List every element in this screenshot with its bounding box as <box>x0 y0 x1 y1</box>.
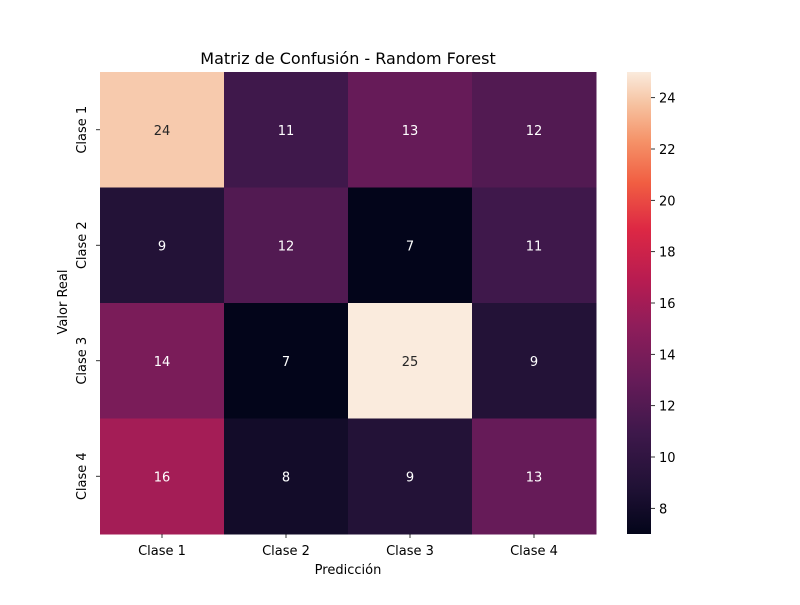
heatmap-cell <box>224 72 349 188</box>
y-tick-label: Clase 4 <box>75 452 90 500</box>
y-axis-ticks: Clase 1 Clase 2 Clase 3 Clase 4 <box>75 106 100 500</box>
colorbar-tick-label: 16 <box>659 297 676 312</box>
colorbar-tick-label: 8 <box>659 502 667 517</box>
heatmap-cell <box>348 418 473 535</box>
heatmap-cell <box>348 303 473 419</box>
x-axis-ticks: Clase 1 Clase 2 Clase 3 Clase 4 <box>138 534 558 559</box>
colorbar-tick-label: 14 <box>659 348 676 363</box>
x-axis-label: Predicción <box>315 563 382 578</box>
heatmap-cell <box>100 303 225 419</box>
heatmap-cell <box>472 418 597 535</box>
cell-value-label: 8 <box>282 470 290 485</box>
colorbar-tick-label: 10 <box>659 451 676 466</box>
cell-value-label: 7 <box>282 355 290 370</box>
heatmap-cell <box>224 187 349 304</box>
cell-value-label: 12 <box>526 124 543 139</box>
cell-value-label: 25 <box>402 355 419 370</box>
colorbar <box>627 72 651 534</box>
colorbar-tick-label: 18 <box>659 246 676 261</box>
heatmap-cell <box>472 187 597 304</box>
cell-value-label: 9 <box>530 355 538 370</box>
cell-value-label: 11 <box>526 239 543 254</box>
heatmap-cell <box>100 187 225 304</box>
cell-value-label: 7 <box>406 239 414 254</box>
x-tick-label: Clase 4 <box>510 544 558 559</box>
y-tick-label: Clase 2 <box>75 221 90 269</box>
cell-value-label: 12 <box>278 239 295 254</box>
heatmap-cell <box>100 72 225 188</box>
cell-value-label: 9 <box>158 239 166 254</box>
colorbar-tick-label: 24 <box>659 92 676 107</box>
cell-value-label: 9 <box>406 470 414 485</box>
y-axis-label: Valor Real <box>56 270 71 335</box>
cell-value-label: 24 <box>154 124 171 139</box>
heatmap-cell <box>472 72 597 188</box>
x-tick-label: Clase 1 <box>138 544 186 559</box>
y-tick-label: Clase 3 <box>75 337 90 385</box>
heatmap-cell <box>472 303 597 419</box>
cell-value-label: 16 <box>154 470 171 485</box>
colorbar-tick-label: 22 <box>659 143 676 158</box>
heatmap-cell <box>348 187 473 304</box>
x-tick-label: Clase 3 <box>386 544 434 559</box>
colorbar-ticks: 8 10 12 14 16 18 20 22 24 <box>651 92 676 517</box>
heatmap-cell <box>348 72 473 188</box>
x-tick-label: Clase 2 <box>262 544 310 559</box>
cell-value-label: 13 <box>526 470 543 485</box>
cell-value-label: 13 <box>402 124 419 139</box>
heatmap-cell-labels: 24 11 13 12 9 12 7 11 14 7 25 9 16 8 9 13 <box>154 124 543 486</box>
cell-value-label: 11 <box>278 124 295 139</box>
colorbar-tick-label: 20 <box>659 194 676 209</box>
heatmap-cell <box>224 418 349 535</box>
heatmap-cell <box>224 303 349 419</box>
colorbar-tick-label: 12 <box>659 400 676 415</box>
heatmap-cells <box>100 72 597 535</box>
cell-value-label: 14 <box>154 355 171 370</box>
heatmap-cell <box>100 418 225 535</box>
y-tick-label: Clase 1 <box>75 106 90 154</box>
chart-title: Matriz de Confusión - Random Forest <box>200 49 495 68</box>
